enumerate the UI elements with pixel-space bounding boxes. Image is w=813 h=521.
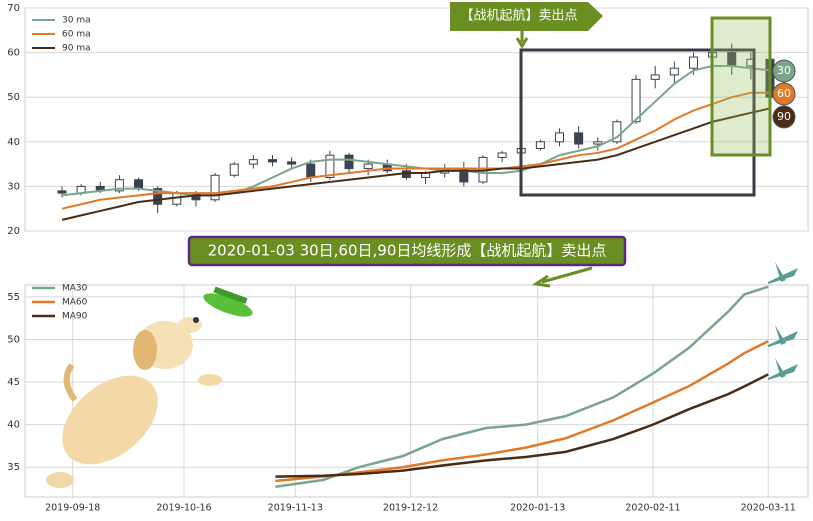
candle-body (57, 190, 67, 194)
y-tick-label: 40 (7, 420, 20, 431)
legend-label: 60 ma (62, 30, 91, 40)
sell-region (710, 16, 772, 157)
x-tick-label: 2019-10-16 (156, 503, 211, 514)
candle-body (229, 163, 239, 176)
candle-body (669, 67, 679, 76)
candle-body (631, 78, 641, 123)
decorations (46, 262, 798, 488)
candle-body (248, 159, 258, 165)
title-arrow (531, 266, 593, 288)
ma-badge (772, 105, 796, 129)
x-tick-label: 2019-11-13 (268, 503, 323, 514)
highlight-region (519, 48, 756, 197)
x-tick-label: 2020-02-11 (625, 503, 680, 514)
candle-body (688, 56, 698, 69)
candle-body (612, 121, 622, 143)
ma-line (275, 340, 769, 483)
legend-label: 90 ma (62, 44, 91, 54)
candle-body (535, 141, 545, 149)
candle-body (574, 132, 584, 145)
y-tick-label: 40 (7, 137, 20, 148)
dog-illustration (46, 317, 222, 488)
candle-body (134, 179, 144, 190)
ma-line (275, 285, 769, 489)
ma-badge-label: 30 (777, 64, 791, 77)
candle-body (363, 163, 373, 170)
candle-body (114, 179, 124, 192)
candle-body (593, 141, 603, 145)
x-tick-label: 2020-01-13 (510, 503, 565, 514)
candle-body (497, 152, 507, 158)
candle-body (210, 174, 220, 201)
annotation-arrow (515, 31, 529, 49)
legend-label: 30 ma (62, 16, 91, 26)
ma-line (61, 91, 770, 210)
y-tick-label: 20 (7, 226, 20, 237)
ma-badge (772, 82, 796, 106)
y-tick-label: 50 (7, 334, 20, 345)
airplane-icons (768, 262, 798, 380)
y-tick-label: 70 (7, 3, 20, 14)
ma-line (275, 373, 769, 478)
annotation-text: 【战机起航】卖出点 (460, 8, 577, 24)
y-tick-label: 60 (7, 48, 20, 59)
ma-badge-label: 60 (777, 87, 791, 100)
ma-line (61, 107, 771, 221)
ma-badge (772, 59, 796, 83)
ma-badge-label: 90 (777, 110, 791, 123)
candle-body (287, 161, 297, 165)
x-tick-label: 2020-03-11 (741, 503, 796, 514)
y-tick-label: 35 (7, 462, 20, 473)
top-plot-area (24, 7, 809, 232)
candle-body (555, 132, 565, 143)
candle-body (650, 74, 660, 80)
y-tick-label: 30 (7, 181, 20, 192)
annotation-box (450, 2, 603, 31)
y-tick-label: 45 (7, 377, 20, 388)
title-box (187, 235, 627, 267)
candle-body (306, 163, 316, 178)
x-tick-label: 2019-09-18 (45, 503, 100, 514)
y-tick-label: 55 (7, 292, 20, 303)
candle-body (153, 188, 163, 205)
y-tick-label: 50 (7, 92, 20, 103)
candle-body (344, 154, 354, 170)
x-tick-label: 2019-12-12 (383, 503, 438, 514)
candle-body (325, 154, 335, 178)
legend-label: MA30 (62, 284, 88, 294)
candle-body (267, 159, 277, 163)
toy-plane (203, 286, 253, 317)
legend-label: MA60 (62, 298, 88, 308)
chart-title: 2020-01-03 30日,60日,90日均线形成【战机起航】卖出点 (208, 242, 607, 260)
legend-label: MA90 (62, 312, 88, 322)
